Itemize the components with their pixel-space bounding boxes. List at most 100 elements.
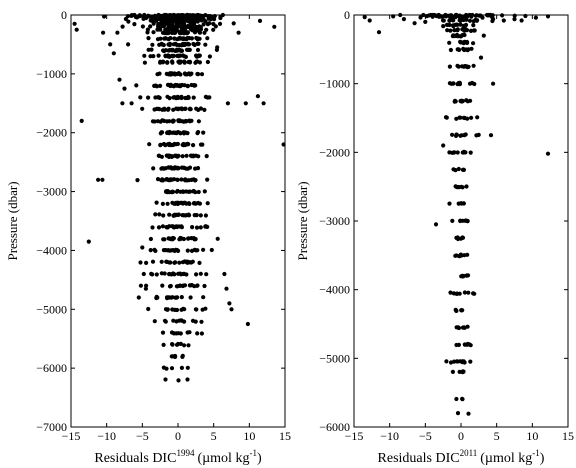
scatter-point <box>457 14 462 19</box>
scatter-point <box>188 295 193 300</box>
scatter-point <box>229 307 234 312</box>
scatter-point <box>161 213 166 218</box>
scatter-point <box>176 107 181 112</box>
scatter-point <box>465 324 470 329</box>
scatter-point <box>453 253 458 258</box>
scatter-point <box>196 119 201 124</box>
scatter-point <box>180 354 185 359</box>
scatter-point <box>190 27 195 32</box>
scatter-point <box>212 17 217 22</box>
x-tick-label: 10 <box>526 429 538 443</box>
scatter-point <box>453 15 458 20</box>
scatter-point <box>178 272 184 277</box>
scatter-point <box>129 101 134 106</box>
scatter-point <box>201 295 206 300</box>
scatter-point <box>143 286 148 291</box>
scatter-point <box>454 359 459 364</box>
scatter-point <box>209 247 214 253</box>
scatter-point <box>478 55 484 60</box>
scatter-point <box>192 30 198 35</box>
scatter-point <box>463 218 468 223</box>
scatter-point <box>202 107 207 112</box>
scatter-point <box>457 369 462 374</box>
scatter-point <box>187 283 192 288</box>
scatter-point <box>111 51 116 56</box>
scatter-point <box>185 41 191 46</box>
scatter-point <box>185 365 190 370</box>
y-tick-label: −5000 <box>36 302 67 316</box>
scatter-point <box>217 21 223 26</box>
scatter-point <box>183 54 188 60</box>
scatter-point <box>519 18 524 23</box>
scatter-point <box>460 150 465 155</box>
scatter-point <box>173 30 178 35</box>
scatter-point <box>117 77 122 82</box>
scatter-point <box>157 212 162 217</box>
scatter-point <box>464 14 469 19</box>
scatter-point <box>167 27 172 32</box>
scatter-point <box>467 81 473 86</box>
scatter-point <box>455 411 461 416</box>
scatter-point <box>171 236 176 241</box>
scatter-point <box>174 189 179 194</box>
scatter-point <box>189 236 194 241</box>
scatter-point <box>101 30 106 35</box>
scatter-point <box>462 64 467 69</box>
scatter-point <box>185 131 190 136</box>
scatter-point <box>472 81 477 87</box>
plot-frame-left <box>70 14 286 428</box>
scatter-point <box>455 27 460 32</box>
scatter-point <box>391 14 396 19</box>
scatter-point <box>471 19 476 24</box>
scatter-point <box>170 59 175 64</box>
scatter-point <box>460 359 466 364</box>
scatter-point <box>465 116 470 121</box>
scatter-point <box>163 319 168 324</box>
scatter-point <box>115 30 120 35</box>
x-tick-label: 15 <box>562 429 574 443</box>
scatter-point <box>151 166 156 171</box>
scatter-point <box>153 212 158 217</box>
scatter-point <box>156 225 162 230</box>
scatter-point <box>488 133 494 138</box>
scatter-point <box>163 53 168 58</box>
scatter-point <box>165 94 170 99</box>
scatter-point <box>201 247 206 252</box>
y-tick-label: −3000 <box>36 185 67 199</box>
scatter-point <box>138 260 143 265</box>
x-axis-title-left: Residuals DIC1994 (µmol kg-1) <box>94 448 262 466</box>
scatter-point <box>187 165 193 170</box>
scatter-point <box>222 271 227 277</box>
scatter-point <box>456 166 461 172</box>
scatter-point <box>169 48 174 53</box>
scatter-point <box>86 239 91 244</box>
x-tick-label: 5 <box>211 429 217 443</box>
scatter-point <box>154 272 159 277</box>
scatter-point <box>466 411 471 416</box>
scatter-point <box>195 47 201 53</box>
scatter-point <box>148 248 153 253</box>
y-tick-label: −3000 <box>319 214 350 228</box>
scatter-point <box>175 83 180 88</box>
x-tick-label: 0 <box>458 429 464 443</box>
scatter-point <box>102 14 107 19</box>
scatter-point <box>475 115 480 120</box>
scatter-point <box>205 201 210 206</box>
scatter-point <box>126 42 131 47</box>
scatter-point <box>455 150 460 155</box>
scatter-point <box>200 307 205 312</box>
scatter-point <box>182 200 187 205</box>
scatter-point <box>457 115 462 120</box>
scatter-point <box>167 54 172 59</box>
scatter-point <box>168 71 174 76</box>
scatter-point <box>453 99 458 104</box>
scatter-point <box>167 129 172 135</box>
scatter-point <box>120 101 125 106</box>
scatter-point <box>176 378 181 383</box>
scatter-point <box>160 130 165 135</box>
y-tick-label: −4000 <box>319 283 350 297</box>
scatter-point <box>205 36 210 41</box>
scatter-point <box>455 235 460 240</box>
scatter-point <box>184 166 189 171</box>
scatter-point <box>198 271 203 276</box>
